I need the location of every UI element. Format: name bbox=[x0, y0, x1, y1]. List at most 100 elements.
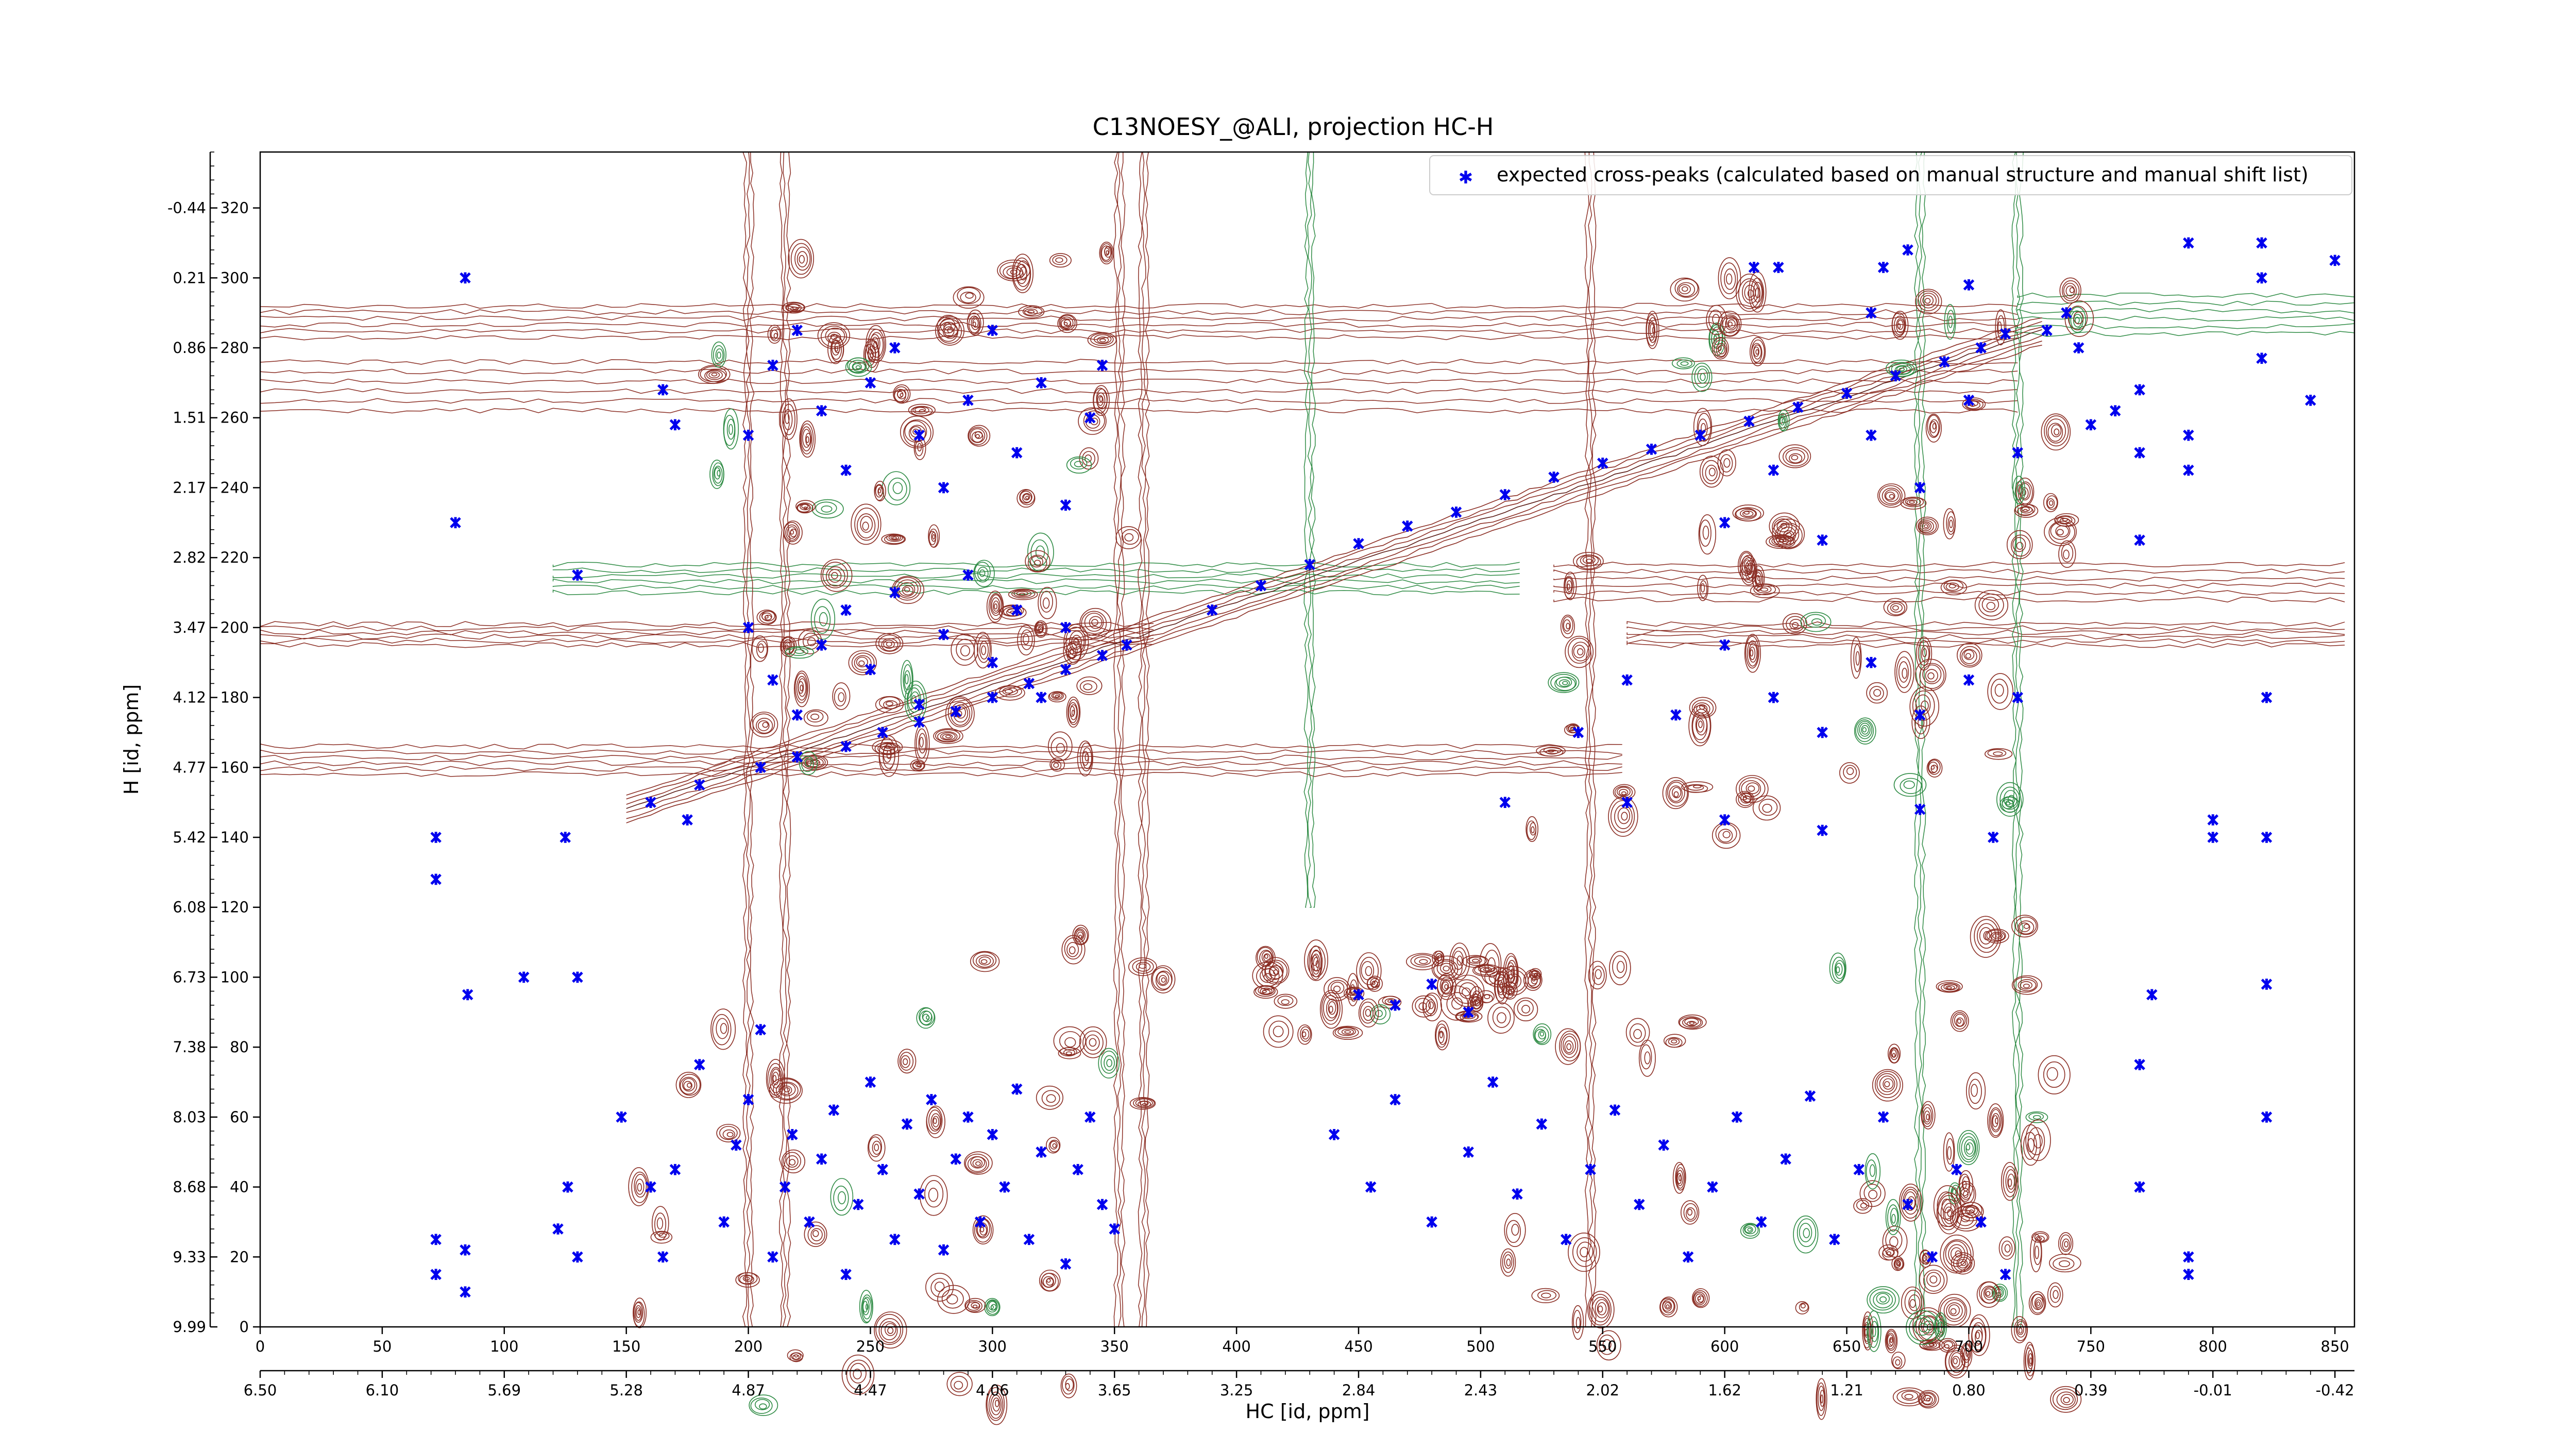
contour-ring bbox=[1089, 616, 1103, 629]
contour-blob bbox=[2001, 1161, 2019, 1201]
contour-ring bbox=[1580, 554, 1599, 566]
peak-marker-glyph bbox=[865, 377, 876, 389]
contour-ring bbox=[1563, 619, 1571, 632]
contour-blob bbox=[1736, 274, 1764, 312]
contour-ring bbox=[1488, 971, 1510, 985]
peak-marker bbox=[2134, 534, 2145, 546]
contour-ring bbox=[1744, 634, 1761, 673]
contour-ring bbox=[1744, 1226, 1753, 1234]
contour-line bbox=[1553, 562, 2345, 568]
peak-marker bbox=[1975, 1216, 1987, 1228]
contour-ring bbox=[1056, 743, 1065, 754]
contour-ring bbox=[899, 1052, 914, 1071]
contour-line bbox=[260, 760, 1622, 766]
contour-ring bbox=[1692, 712, 1708, 740]
contour-ring bbox=[1492, 1006, 1511, 1028]
y-ppm-tick-label: -0.44 bbox=[167, 199, 206, 217]
contour-blob bbox=[1940, 1234, 1974, 1274]
peak-marker bbox=[1121, 639, 1132, 651]
contour-ring bbox=[1084, 753, 1089, 762]
peak-marker bbox=[1902, 244, 1913, 256]
peak-marker-glyph bbox=[816, 1153, 827, 1165]
contour-line bbox=[2019, 151, 2024, 1327]
contour-ring bbox=[1507, 989, 1513, 995]
peak-marker-glyph bbox=[791, 325, 803, 336]
contour-blob bbox=[2038, 1055, 2071, 1094]
contour-ring bbox=[1896, 656, 1911, 688]
y-index-tick-label: 100 bbox=[221, 968, 249, 986]
contour-ring bbox=[912, 406, 929, 414]
contour-ring bbox=[1104, 247, 1110, 256]
contour-blob bbox=[2047, 1282, 2063, 1308]
contour-ring bbox=[2015, 1321, 2026, 1338]
y-index-tick-label: 40 bbox=[230, 1178, 249, 1196]
contour-ring bbox=[1076, 676, 1103, 695]
contour-ring bbox=[1739, 552, 1754, 576]
y-axis-label: H [id, ppm] bbox=[120, 684, 143, 795]
contour-blob bbox=[1867, 1286, 1900, 1313]
peak-marker bbox=[1096, 1199, 1108, 1210]
contour-ring bbox=[1699, 580, 1707, 598]
contour-ring bbox=[1955, 1250, 1961, 1258]
contour-ring bbox=[825, 327, 845, 344]
contour-ring bbox=[717, 470, 721, 477]
peak-marker bbox=[1365, 1181, 1377, 1193]
contour-ring bbox=[915, 762, 922, 768]
contour-ring bbox=[810, 759, 820, 765]
contour-ring bbox=[1890, 1338, 1893, 1343]
contour-ring bbox=[1751, 343, 1762, 363]
contour-ring bbox=[986, 1299, 999, 1315]
contour-ring bbox=[1742, 511, 1754, 517]
contour-ring bbox=[1595, 969, 1602, 980]
peak-marker-glyph bbox=[1975, 1216, 1987, 1228]
contour-ring bbox=[1567, 583, 1570, 590]
contour-ring bbox=[1529, 822, 1537, 836]
contour-ring bbox=[1789, 453, 1803, 464]
peak-marker bbox=[742, 622, 754, 633]
contour-ring bbox=[805, 433, 811, 446]
peak-marker-glyph bbox=[2256, 352, 2267, 364]
contour-ring bbox=[1717, 346, 1722, 351]
peak-marker-glyph bbox=[1719, 814, 1731, 825]
contour-ring bbox=[1097, 395, 1104, 406]
x-index-tick-label: 500 bbox=[1466, 1338, 1495, 1355]
contour-ring bbox=[1035, 621, 1044, 634]
contour-ring bbox=[1281, 999, 1290, 1005]
contour-ring bbox=[1993, 751, 2003, 756]
contour-ring bbox=[1859, 722, 1871, 737]
contour-blob bbox=[1711, 822, 1741, 849]
contour-ring bbox=[1070, 706, 1075, 717]
contour-blob bbox=[1039, 1269, 1061, 1292]
contour-ring bbox=[1019, 490, 1035, 506]
peak-marker bbox=[1853, 1164, 1865, 1175]
contour-ring bbox=[1890, 603, 1903, 613]
contour-ring bbox=[1909, 1315, 1935, 1341]
contour-ring bbox=[986, 1385, 1008, 1425]
contour-ring bbox=[2013, 1319, 2028, 1341]
contour-ring bbox=[2064, 300, 2094, 337]
contour-ring bbox=[1941, 1340, 1955, 1351]
contour-ring bbox=[1585, 559, 1593, 563]
contour-blob bbox=[1883, 598, 1908, 616]
contour-ring bbox=[1069, 630, 1085, 653]
contour-blob bbox=[916, 1007, 936, 1029]
contour-blob bbox=[1691, 362, 1713, 392]
peak-marker-glyph bbox=[460, 272, 471, 284]
contour-ring bbox=[1700, 583, 1705, 593]
x-ppm-tick-label: 0.80 bbox=[1952, 1381, 1986, 1399]
peak-marker-glyph bbox=[1084, 1111, 1096, 1123]
peak-marker bbox=[560, 832, 571, 843]
peak-marker bbox=[2256, 272, 2267, 284]
contour-ring bbox=[1252, 962, 1283, 990]
contour-blob bbox=[1625, 1018, 1650, 1047]
peak-marker bbox=[645, 797, 656, 808]
contour-ring bbox=[788, 239, 814, 279]
peak-marker-glyph bbox=[840, 740, 852, 752]
peak-marker-glyph bbox=[987, 692, 998, 703]
contour-ring bbox=[1970, 916, 2002, 958]
peak-marker bbox=[2134, 447, 2145, 459]
contour-blob bbox=[845, 357, 872, 377]
contour-blob bbox=[1718, 311, 1742, 337]
x-ppm-tick-label: 3.65 bbox=[1098, 1381, 1131, 1399]
contour-ring bbox=[2049, 1253, 2081, 1273]
